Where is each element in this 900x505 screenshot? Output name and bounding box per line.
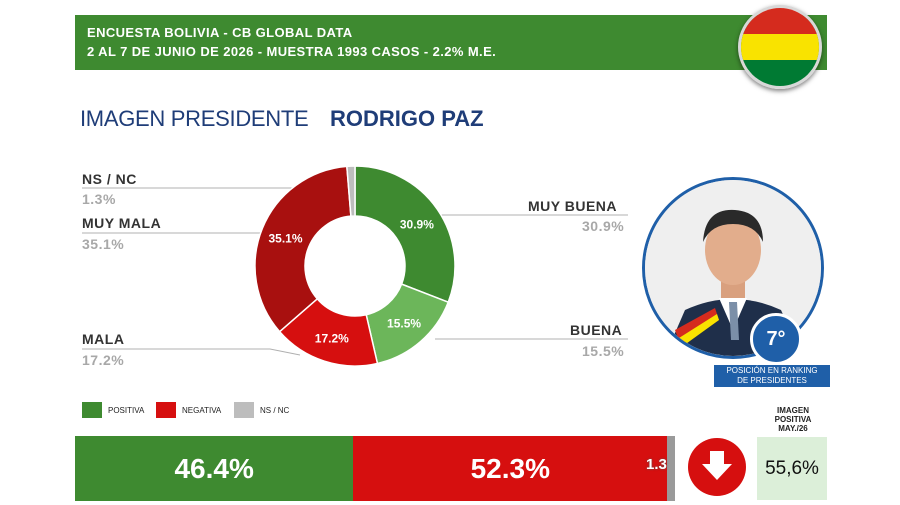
legend-swatch-positiva: [82, 402, 102, 418]
president-name: RODRIGO PAZ: [330, 106, 484, 131]
summary-bar-negativa: 52.3%: [353, 436, 668, 501]
label-nsnc-name: NS / NC: [82, 171, 137, 187]
legend-nsnc: NS / NC: [234, 402, 289, 418]
imagen-positiva-line1: IMAGEN: [777, 406, 809, 415]
legend-label-nsnc: NS / NC: [260, 405, 290, 415]
legend-negativa: NEGATIVA: [156, 402, 221, 418]
imagen-positiva-line2: POSITIVA: [774, 415, 812, 424]
arrow-down-icon: [702, 451, 732, 480]
legend-swatch-nsnc: [234, 402, 254, 418]
survey-details: 2 AL 7 DE JUNIO DE 2026 - MUESTRA 1993 C…: [87, 44, 497, 59]
label-buena-value: 15.5%: [582, 343, 625, 359]
label-muy-mala-name: MUY MALA: [82, 215, 162, 231]
survey-title: ENCUESTA BOLIVIA - CB GLOBAL DATA: [87, 25, 353, 40]
legend-label-negativa: NEGATIVA: [182, 405, 222, 415]
summary-bar-nsnc-label: 1.3: [646, 456, 667, 473]
label-nsnc-value: 1.3%: [82, 191, 116, 207]
donut-slice-muy-mala: [254, 165, 352, 333]
label-muy-buena-name: MUY BUENA: [528, 198, 618, 214]
ranking-caption-line2: DE PRESIDENTES: [737, 376, 807, 385]
donut-slice-ns-nc: [346, 165, 356, 217]
label-muy-mala-value: 35.1%: [82, 236, 125, 252]
donut-label-0: 30.9%: [400, 218, 434, 232]
donut-label-2: 17.2%: [315, 331, 349, 345]
flag-stripe-yellow: [741, 34, 819, 60]
summary-bar-nsnc: [667, 436, 675, 501]
donut-slice-muy-buena: [354, 165, 456, 304]
ranking-badge: 7°: [750, 313, 802, 365]
legend-label-positiva: POSITIVA: [108, 405, 145, 415]
label-muy-buena-value: 30.9%: [582, 218, 625, 234]
survey-header: ENCUESTA BOLIVIA - CB GLOBAL DATA 2 AL 7…: [75, 15, 827, 70]
legend-swatch-negativa: [156, 402, 176, 418]
ranking-caption: POSICIÓN EN RANKING DE PRESIDENTES: [714, 365, 830, 387]
donut-label-1: 15.5%: [387, 317, 421, 331]
imagen-positiva-header: IMAGEN POSITIVA MAY./26: [760, 406, 826, 433]
page-title: IMAGEN PRESIDENTE: [80, 106, 309, 131]
summary-bar-positiva: 46.4%: [75, 436, 354, 501]
label-mala-name: MALA: [82, 331, 125, 347]
trend-down-indicator: [688, 438, 746, 496]
legend-positiva: POSITIVA: [82, 402, 144, 418]
summary-bar: 46.4% 52.3%: [75, 436, 675, 501]
imagen-positiva-value: 55,6%: [757, 437, 827, 500]
imagen-positiva-line3: MAY./26: [778, 424, 808, 433]
donut-label-3: 35.1%: [269, 232, 303, 246]
ranking-caption-line1: POSICIÓN EN RANKING: [726, 366, 818, 375]
label-buena-name: BUENA: [570, 322, 623, 338]
leader-line-2: [82, 348, 301, 356]
label-mala-value: 17.2%: [82, 352, 125, 368]
